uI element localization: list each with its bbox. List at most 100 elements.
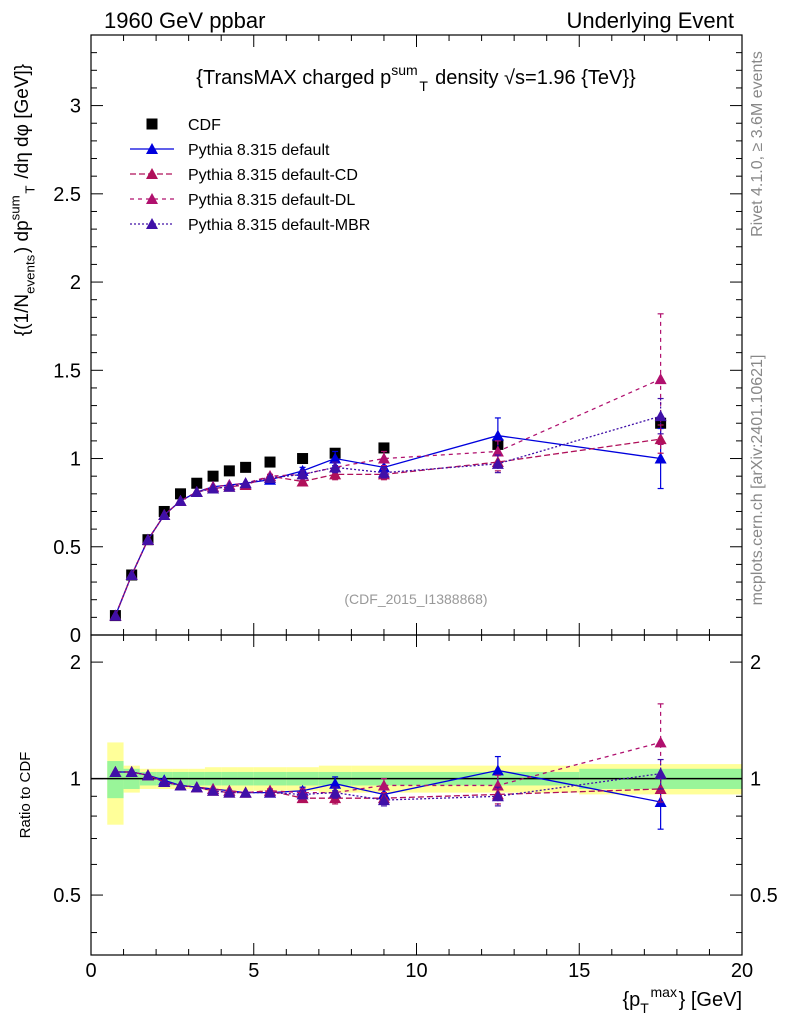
mc-point xyxy=(223,786,236,798)
mc-point xyxy=(491,764,504,776)
mc-point xyxy=(158,775,171,787)
legend-item-dl: Pythia 8.315 default-DL xyxy=(130,192,355,209)
mc-point xyxy=(654,410,667,422)
data-point xyxy=(240,461,252,473)
mc-point xyxy=(329,461,342,473)
y-tick-label: 0.5 xyxy=(53,885,81,907)
mc-point xyxy=(174,779,187,791)
mc-point xyxy=(109,765,122,777)
legend-label: Pythia 8.315 default-CD xyxy=(188,167,358,184)
mc-point xyxy=(296,475,309,487)
mc-point xyxy=(329,468,342,480)
legend-item-cd: Pythia 8.315 default-CD xyxy=(130,167,358,184)
header-left: 1960 GeV ppbar xyxy=(104,8,265,33)
y-tick-label: 1.5 xyxy=(53,360,81,382)
main-series-layer xyxy=(109,313,667,622)
mc-point xyxy=(654,767,667,779)
x-axis-label: {pT max } [GeV] xyxy=(622,984,742,1016)
mc-point xyxy=(491,445,504,457)
data-point xyxy=(223,465,235,477)
series-line-cd xyxy=(115,771,661,799)
side-mcplots-text: mcplots.cern.ch [arXiv:2401.10621] xyxy=(749,355,766,606)
mc-point xyxy=(239,786,252,798)
legend-item-default: Pythia 8.315 default xyxy=(130,142,330,159)
header-right: Underlying Event xyxy=(566,8,734,33)
mc-point xyxy=(654,452,667,464)
data-point xyxy=(297,453,309,465)
mc-point xyxy=(109,609,122,621)
mc-point xyxy=(654,373,667,385)
band-inner xyxy=(107,761,124,799)
mc-point xyxy=(207,784,220,796)
data-point xyxy=(264,456,276,468)
x-tick-label: 20 xyxy=(731,960,753,982)
ratio-uncertainty-bands xyxy=(91,742,742,825)
ratio-series-layer xyxy=(109,703,667,830)
series-line-dl xyxy=(114,378,661,616)
ratio-frame xyxy=(90,634,743,956)
y-tick-label: 0.5 xyxy=(53,537,81,559)
legend-marker xyxy=(146,168,158,179)
y-tick-label: 3 xyxy=(70,96,81,118)
mc-point xyxy=(329,786,342,798)
legend-marker xyxy=(146,193,158,204)
mc-point xyxy=(223,480,236,492)
legend-marker xyxy=(146,118,158,130)
x-tick-label: 10 xyxy=(405,960,427,982)
mc-point xyxy=(296,788,309,800)
mc-point xyxy=(190,781,203,793)
y-tick-label: 2 xyxy=(70,652,81,674)
mc-point xyxy=(654,433,667,445)
mc-point xyxy=(377,779,390,791)
mc-point xyxy=(264,786,277,798)
x-tick-label: 15 xyxy=(568,960,590,982)
mc-point xyxy=(329,777,342,789)
y-tick-label-right: 0.5 xyxy=(750,885,778,907)
mc-point xyxy=(141,769,154,781)
mc-point xyxy=(377,794,390,806)
legend-label: CDF xyxy=(188,117,221,134)
main-title: {TransMAX charged psum T density √s=1.96… xyxy=(196,62,636,94)
legend: CDF Pythia 8.315 default Pythia 8.315 defa… xyxy=(130,117,370,234)
y-axis-label-main: {(1/Nevents ) dpsum T /dη dφ [GeV]} xyxy=(7,64,37,336)
legend-label: Pythia 8.315 default xyxy=(188,142,330,159)
x-tick-label: 5 xyxy=(248,960,259,982)
legend-label: Pythia 8.315 default-MBR xyxy=(188,217,370,234)
mc-point xyxy=(491,790,504,802)
axes-layer: 0 5 10 15 20 0 0.5 1 1.5 2 2.5 3 0.5 0.5 1 1 2 2 xyxy=(53,34,778,982)
legend-label: Pythia 8.315 default-DL xyxy=(188,192,355,209)
analysis-id: (CDF_2015_I1388868) xyxy=(344,591,487,607)
mc-point xyxy=(377,466,390,478)
side-rivet-text: Rivet 4.1.0, ≥ 3.6M events xyxy=(749,51,766,237)
y-tick-label: 1 xyxy=(70,769,81,791)
y-tick-label: 1 xyxy=(70,449,81,471)
legend-item-mbr: Pythia 8.315 default-MBR xyxy=(130,217,370,234)
series-mbr xyxy=(109,397,667,621)
legend-item-data: CDF xyxy=(146,117,221,134)
y-axis-label-ratio: Ratio to CDF xyxy=(17,752,34,839)
mc-point xyxy=(239,477,252,489)
legend-marker xyxy=(146,218,158,229)
mc-point xyxy=(377,452,390,464)
mc-point xyxy=(207,482,220,494)
data-point xyxy=(175,488,187,500)
mc-point xyxy=(141,533,154,545)
mc-point xyxy=(329,452,342,464)
mc-point xyxy=(125,569,138,580)
y-tick-label: 2.5 xyxy=(53,184,81,206)
mc-point xyxy=(654,736,667,748)
y-tick-label: 2 xyxy=(70,272,81,294)
series-dl xyxy=(109,313,667,621)
mc-point xyxy=(190,486,203,498)
mc-point xyxy=(158,509,171,520)
data-point xyxy=(378,442,390,454)
y-tick-label-right: 2 xyxy=(750,652,761,674)
mc-point xyxy=(491,429,504,441)
data-point xyxy=(207,470,219,482)
data-point xyxy=(191,477,203,489)
mc-point xyxy=(174,494,187,506)
y-tick-label-right: 1 xyxy=(750,769,761,791)
legend-marker xyxy=(146,143,158,154)
